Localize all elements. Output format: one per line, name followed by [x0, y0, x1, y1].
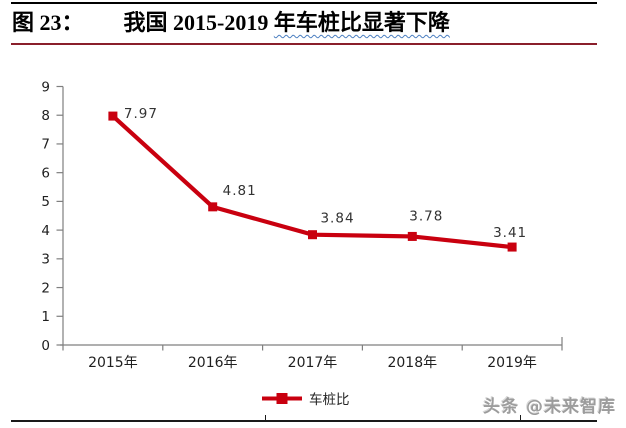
- data-point-label: 3.41: [493, 225, 527, 241]
- data-point-marker: [407, 231, 417, 241]
- y-axis-tick-label: 0: [41, 338, 50, 354]
- data-point-marker: [507, 242, 517, 252]
- legend-series-label: 车桩比: [309, 392, 350, 408]
- x-axis-category-label: 2015年: [88, 355, 138, 371]
- y-axis-tick-label: 3: [41, 252, 50, 268]
- data-point-marker: [108, 111, 118, 121]
- y-axis-tick-label: 4: [41, 223, 50, 239]
- data-point-marker: [308, 230, 317, 240]
- data-point-label: 7.97: [124, 106, 158, 122]
- data-point-label: 3.78: [409, 208, 443, 224]
- y-axis-tick-label: 9: [41, 79, 50, 95]
- series-line: [111, 114, 513, 250]
- chart-legend: 车桩比: [262, 390, 350, 408]
- data-point-marker: [208, 202, 218, 212]
- figure-title-plain: 我国 2015-2019: [123, 10, 274, 35]
- x-axis-category-label: 2018年: [387, 355, 437, 371]
- data-point-label: 3.84: [320, 211, 354, 227]
- y-axis-tick-label: 8: [41, 108, 50, 124]
- legend-line-marker-icon: [262, 392, 302, 404]
- y-axis-tick-label: 6: [41, 165, 50, 181]
- figure-number-label: 图 23：: [12, 10, 84, 35]
- x-axis-category-label: 2016年: [188, 355, 238, 371]
- table-cell-tick: [520, 415, 521, 420]
- title-divider-rule: [11, 43, 597, 45]
- figure-title-text: 我国 2015-2019 年车桩比显著下降: [124, 10, 450, 35]
- figure-title: 图 23： 我国 2015-2019 年车桩比显著下降: [12, 8, 612, 38]
- watermark-text: 头条 @未来智库: [483, 397, 616, 417]
- top-border-rule: [11, 2, 597, 4]
- x-axis-category-label: 2017年: [288, 355, 338, 371]
- x-axis-category-label: 2019年: [487, 355, 537, 371]
- y-axis-tick-label: 5: [41, 194, 50, 210]
- figure-title-wavy-underline: 年车桩比显著下降: [273, 10, 450, 35]
- y-axis-tick-label: 7: [41, 137, 50, 153]
- y-axis-tick-label: 1: [41, 309, 50, 325]
- table-cell-tick: [265, 415, 266, 420]
- y-axis-tick-label: 2: [41, 280, 50, 296]
- data-point-label: 4.81: [223, 183, 257, 199]
- bottom-border-rule: [11, 420, 597, 422]
